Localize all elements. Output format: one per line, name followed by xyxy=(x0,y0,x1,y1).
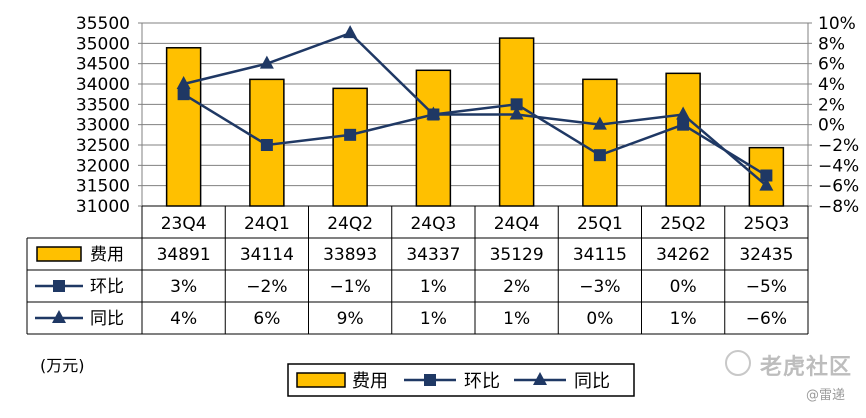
legend-label: 费用 xyxy=(352,371,388,392)
table-row-header: 环比 xyxy=(90,277,124,297)
y-left-tick-label: 33000 xyxy=(76,116,130,136)
y-left-tick-label: 32500 xyxy=(76,136,130,156)
data-table-cell: −5% xyxy=(746,277,787,297)
bar xyxy=(415,69,452,207)
bar xyxy=(332,87,368,207)
table-row-header: 同比 xyxy=(90,309,124,329)
marker-triangle xyxy=(426,106,441,120)
y-right-tick-label: 8% xyxy=(818,34,845,54)
y-right-tick-label: 2% xyxy=(818,95,845,115)
legend-key-square xyxy=(53,280,65,292)
data-table-cell: 34337 xyxy=(406,245,460,265)
marker-square xyxy=(260,139,273,151)
bar xyxy=(165,47,202,207)
x-tick-label: 23Q4 xyxy=(161,214,207,234)
x-tick-label: 25Q1 xyxy=(577,214,623,234)
data-table-cell: 1% xyxy=(670,309,697,329)
bar xyxy=(582,78,618,207)
data-table-cell: 34114 xyxy=(240,245,294,265)
x-tick-label: 24Q1 xyxy=(244,214,290,234)
x-tick-label: 24Q2 xyxy=(327,214,373,234)
data-table-cell: 9% xyxy=(337,309,364,329)
y-right-tick-label: −8% xyxy=(818,197,859,217)
data-table-cell: 35129 xyxy=(490,245,544,265)
data-table-cell: 1% xyxy=(420,277,447,297)
x-tick-label: 24Q3 xyxy=(410,214,456,234)
data-table-cell: 0% xyxy=(670,277,697,297)
marker-square xyxy=(593,149,606,162)
x-tick-label: 25Q3 xyxy=(743,214,789,234)
y-left-tick-label: 35000 xyxy=(76,34,130,54)
unit-label: (万元) xyxy=(40,356,85,375)
legend-key-square xyxy=(424,374,436,386)
marker-triangle xyxy=(259,55,274,69)
y-right-tick-label: 4% xyxy=(818,75,845,95)
data-table-cell: 32435 xyxy=(739,245,793,265)
marker-square xyxy=(510,98,523,111)
data-table-cell: 6% xyxy=(253,309,280,329)
y-left-tick-label: 32000 xyxy=(76,156,130,176)
data-table-cell: 2% xyxy=(503,277,530,297)
y-left-tick-label: 35500 xyxy=(76,14,130,34)
data-table-cell: 0% xyxy=(586,309,613,329)
data-table-cell: 4% xyxy=(170,309,197,329)
marker-triangle xyxy=(759,177,774,191)
x-tick-label: 25Q2 xyxy=(660,214,706,234)
y-right-tick-label: 10% xyxy=(818,14,856,34)
data-table-cell: 1% xyxy=(503,309,530,329)
y-left-tick-label: 31500 xyxy=(76,177,130,197)
marker-square xyxy=(344,128,357,141)
y-left-tick-label: 34000 xyxy=(76,75,130,95)
y-right-tick-label: 6% xyxy=(818,55,845,75)
y-right-tick-label: −4% xyxy=(818,156,859,176)
data-table-cell: 1% xyxy=(420,309,447,329)
legend-label: 同比 xyxy=(574,371,610,392)
marker-triangle xyxy=(343,25,358,39)
series-line-square xyxy=(182,93,768,177)
marker-triangle xyxy=(509,106,524,120)
data-table-cell: 34262 xyxy=(656,245,710,265)
data-table-cell: −2% xyxy=(246,277,287,297)
x-tick-label: 24Q4 xyxy=(494,214,540,234)
y-left-tick-label: 31000 xyxy=(76,197,130,217)
legend-key-bar xyxy=(36,246,82,262)
marker-square xyxy=(760,169,773,182)
y-right-tick-label: −2% xyxy=(818,136,859,156)
legend-label: 环比 xyxy=(464,371,500,392)
marker-triangle xyxy=(176,76,191,89)
bar xyxy=(498,37,535,207)
legend-key-triangle xyxy=(52,310,66,323)
legend-key-bar xyxy=(296,372,346,388)
data-table-cell: 33893 xyxy=(323,245,377,265)
y-left-tick-label: 34500 xyxy=(76,55,130,75)
data-table-cell: −6% xyxy=(746,309,787,329)
watermark-text: 老虎社区 xyxy=(760,355,853,380)
watermark-logo-icon xyxy=(725,350,751,376)
y-right-tick-label: 0% xyxy=(818,116,845,136)
data-table-cell: 34115 xyxy=(573,245,627,265)
data-table-cell: 34891 xyxy=(157,245,211,265)
marker-triangle xyxy=(676,106,691,120)
y-left-tick-label: 33500 xyxy=(76,95,130,115)
marker-square xyxy=(677,118,690,131)
watermark-subtext: @雷递 xyxy=(806,388,846,403)
table-row-header: 费用 xyxy=(90,245,124,265)
legend-key-triangle xyxy=(533,372,547,385)
data-table-cell: 3% xyxy=(170,277,197,297)
marker-triangle xyxy=(592,116,607,130)
y-right-tick-label: −6% xyxy=(818,177,859,197)
bar xyxy=(665,72,701,207)
series-line-triangle xyxy=(183,31,768,187)
data-table-cell: −1% xyxy=(330,277,371,297)
data-table-cell: −3% xyxy=(579,277,620,297)
marker-square xyxy=(177,88,190,101)
